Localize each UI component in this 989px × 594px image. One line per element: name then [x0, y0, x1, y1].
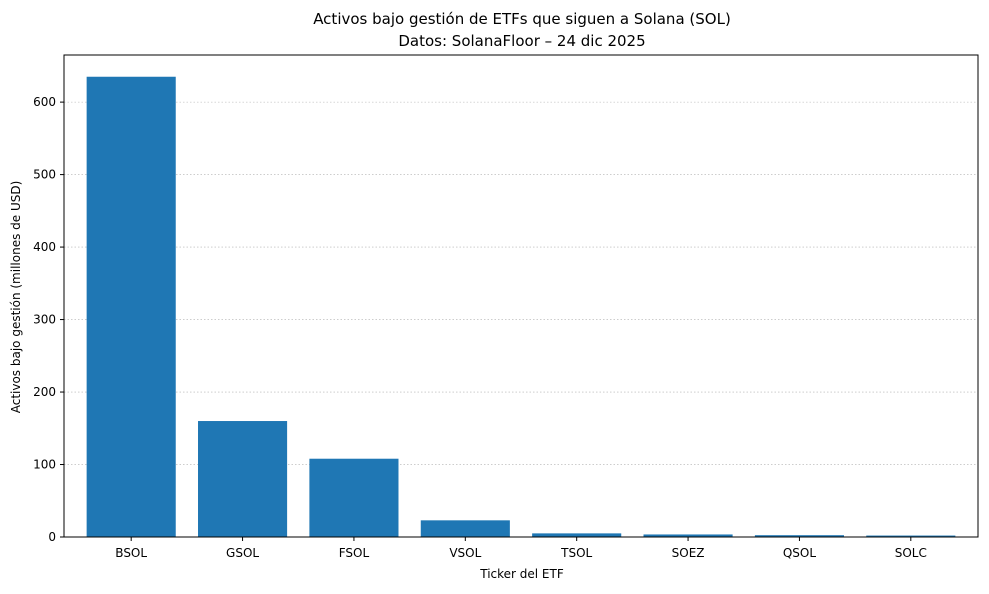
x-tick-label: BSOL: [115, 546, 147, 560]
x-axis-label: Ticker del ETF: [479, 567, 564, 581]
bar-gsol: [198, 421, 288, 537]
x-tick-label: VSOL: [449, 546, 481, 560]
plot-area-frame: [63, 54, 979, 538]
chart-subtitle: Datos: SolanaFloor – 24 dic 2025: [398, 32, 645, 50]
bar-vsol: [420, 520, 510, 537]
x-tick-label: GSOL: [226, 546, 259, 560]
x-tick-label: SOLC: [895, 546, 927, 560]
y-tick-label: 400: [33, 240, 56, 254]
y-tick-label: 600: [33, 95, 56, 109]
y-tick-label: 100: [33, 458, 56, 472]
y-axis-label: Activos bajo gestión (millones de USD): [9, 181, 23, 414]
x-axis: BSOL GSOL FSOL VSOL TSOL SOEZ QSOL SOLC: [115, 537, 927, 560]
bar-soez: [643, 534, 733, 537]
y-tick-label: 0: [48, 530, 56, 544]
y-axis: 0 100 200 300 400 500 600: [33, 95, 64, 544]
y-tick-label: 300: [33, 313, 56, 327]
y-tick-label: 200: [33, 385, 56, 399]
x-tick-label: QSOL: [783, 546, 817, 560]
x-tick-label: TSOL: [560, 546, 592, 560]
bar-solc: [866, 535, 956, 537]
y-tick-label: 500: [33, 168, 56, 182]
bar-fsol: [309, 458, 399, 537]
chart-title: Activos bajo gestión de ETFs que siguen …: [313, 10, 731, 28]
bar-bsol: [86, 76, 176, 538]
x-tick-label: SOEZ: [672, 546, 705, 560]
bars: [86, 76, 956, 538]
x-tick-label: FSOL: [339, 546, 370, 560]
bar-qsol: [754, 535, 844, 537]
bar-tsol: [532, 533, 622, 537]
